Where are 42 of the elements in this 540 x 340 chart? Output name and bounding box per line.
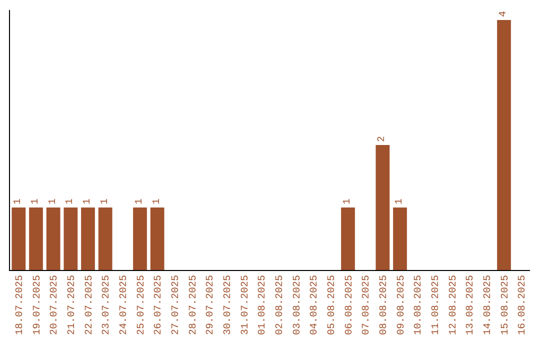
- x-tick-label: 16.08.2025: [518, 275, 529, 336]
- data-label: 2: [377, 136, 388, 142]
- x-tick-label: 28.07.2025: [188, 275, 200, 336]
- x-tick-label: 08.08.2025: [378, 275, 390, 336]
- x-tick-label: 09.08.2025: [396, 275, 408, 336]
- x-tick-label: 13.08.2025: [466, 275, 477, 336]
- x-tick-label: 24.07.2025: [118, 275, 130, 336]
- x-tick-label: 18.07.2025: [14, 275, 26, 336]
- data-label: 4: [498, 10, 510, 17]
- x-tick-label: 05.08.2025: [326, 275, 338, 336]
- x-tick-label: 27.07.2025: [170, 275, 182, 336]
- data-label: 1: [65, 198, 76, 204]
- data-label: 1: [152, 198, 163, 204]
- data-label: 1: [100, 198, 111, 204]
- x-tick-label: 12.08.2025: [448, 275, 460, 336]
- x-tick-label: 10.08.2025: [414, 275, 425, 336]
- data-label: 1: [30, 198, 42, 204]
- x-tick-label: 14.08.2025: [482, 275, 494, 336]
- x-tick-label: 06.08.2025: [344, 275, 356, 336]
- x-tick-label: 04.08.2025: [310, 275, 321, 336]
- x-tick-label: 01.08.2025: [258, 275, 269, 336]
- x-tick-label: 29.07.2025: [206, 275, 217, 336]
- x-tick-label: 03.08.2025: [292, 275, 304, 336]
- x-tick-label: 21.07.2025: [66, 275, 78, 336]
- data-label: 1: [13, 198, 24, 204]
- x-tick-label: 20.07.2025: [50, 275, 61, 336]
- x-tick-label: 25.07.2025: [136, 275, 148, 336]
- x-tick-label: 26.07.2025: [154, 275, 165, 336]
- x-tick-label: 23.07.2025: [102, 275, 113, 336]
- data-label: 1: [48, 198, 59, 204]
- x-tick-label: 15.08.2025: [500, 275, 512, 336]
- x-tick-label: 19.07.2025: [32, 275, 44, 336]
- data-label: 1: [134, 198, 146, 204]
- x-tick-label: 02.08.2025: [274, 275, 286, 336]
- x-tick-label: 07.08.2025: [362, 275, 373, 336]
- x-tick-label: 11.08.2025: [430, 275, 442, 336]
- data-label: 1: [82, 198, 94, 204]
- data-label: 1: [342, 198, 354, 204]
- x-tick-label: 30.07.2025: [222, 275, 234, 336]
- x-tick-label: 31.07.2025: [240, 275, 252, 336]
- x-tick-label: 22.07.2025: [84, 275, 96, 336]
- data-label: 1: [394, 198, 406, 204]
